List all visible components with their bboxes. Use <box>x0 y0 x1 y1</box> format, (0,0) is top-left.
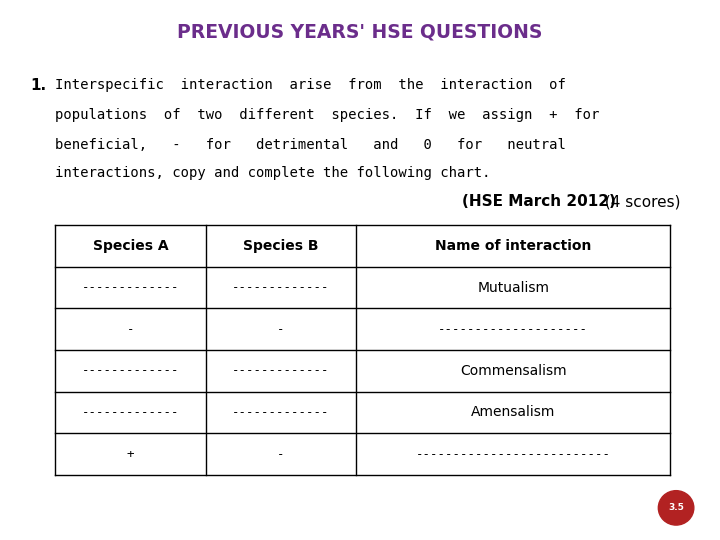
Text: --------------------: -------------------- <box>438 323 588 336</box>
Text: Commensalism: Commensalism <box>460 364 567 378</box>
Text: --------------------------: -------------------------- <box>415 448 611 461</box>
Text: Amensalism: Amensalism <box>471 406 555 420</box>
Text: -------------: ------------- <box>81 406 179 419</box>
Ellipse shape <box>658 491 694 525</box>
Text: Species A: Species A <box>93 239 168 253</box>
Text: 2: 2 <box>9 314 19 329</box>
Text: interactions, copy and complete the following chart.: interactions, copy and complete the foll… <box>55 166 490 180</box>
Text: Species B: Species B <box>243 239 319 253</box>
Text: Interspecific  interaction  arise  from  the  interaction  of: Interspecific interaction arise from the… <box>55 78 566 92</box>
Text: (HSE March 2012): (HSE March 2012) <box>462 194 616 210</box>
Text: +: + <box>127 448 134 461</box>
Text: -: - <box>277 448 285 461</box>
Text: Name of interaction: Name of interaction <box>435 239 591 253</box>
Text: -------------: ------------- <box>233 364 330 377</box>
Text: -: - <box>127 323 134 336</box>
Text: -------------: ------------- <box>233 281 330 294</box>
Text: -------------: ------------- <box>233 406 330 419</box>
Text: Questions: Questions <box>700 251 713 321</box>
Text: populations  of  two  different  species.  If  we  assign  +  for: populations of two different species. If… <box>55 108 599 122</box>
Text: -: - <box>277 323 285 336</box>
Text: Mutualism: Mutualism <box>477 280 549 294</box>
Text: beneficial,   -   for   detrimental   and   0   for   neutral: beneficial, - for detrimental and 0 for … <box>55 138 566 152</box>
Text: -------------: ------------- <box>81 281 179 294</box>
Text: PREVIOUS YEARS' HSE QUESTIONS: PREVIOUS YEARS' HSE QUESTIONS <box>177 23 543 42</box>
Text: -------------: ------------- <box>81 364 179 377</box>
Text: 3.5: 3.5 <box>668 503 684 512</box>
Text: 3: 3 <box>9 275 19 289</box>
Text: 1.: 1. <box>30 78 46 92</box>
Text: (4 scores): (4 scores) <box>600 194 680 210</box>
